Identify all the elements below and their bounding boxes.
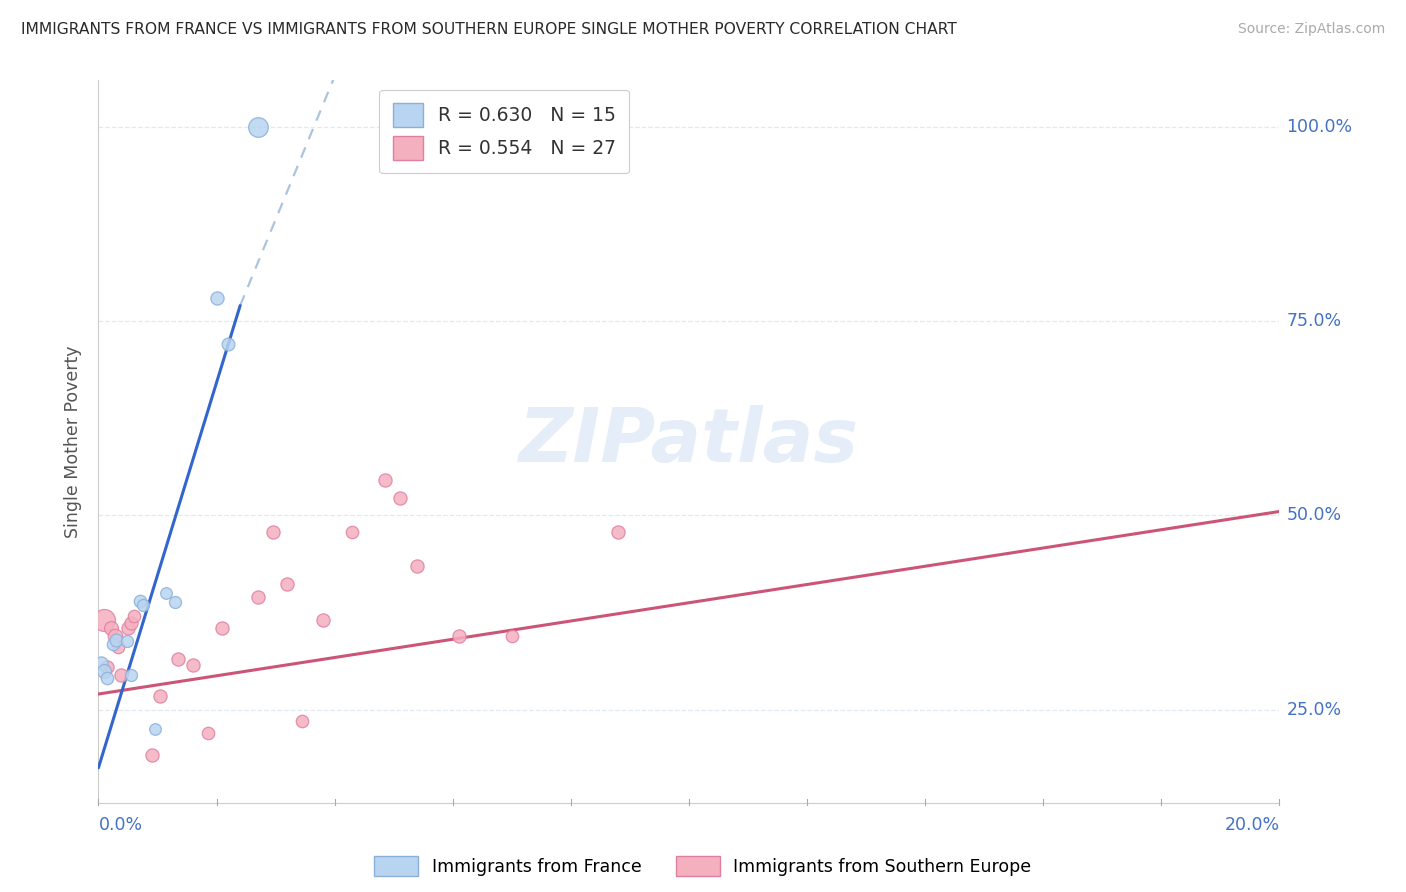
Point bbox=[246, 120, 269, 134]
Point bbox=[165, 595, 187, 609]
Point bbox=[120, 667, 142, 681]
Text: 20.0%: 20.0% bbox=[1225, 816, 1279, 834]
Point bbox=[90, 656, 112, 670]
Point bbox=[262, 525, 284, 540]
Point bbox=[93, 613, 115, 627]
Point bbox=[115, 634, 138, 648]
Point bbox=[132, 598, 155, 612]
Text: IMMIGRANTS FROM FRANCE VS IMMIGRANTS FROM SOUTHERN EUROPE SINGLE MOTHER POVERTY : IMMIGRANTS FROM FRANCE VS IMMIGRANTS FRO… bbox=[21, 22, 957, 37]
Point bbox=[607, 525, 630, 540]
Point bbox=[149, 689, 172, 703]
Point bbox=[128, 594, 150, 608]
Point bbox=[406, 558, 429, 573]
Point bbox=[246, 590, 269, 604]
Point bbox=[105, 632, 128, 647]
Text: 75.0%: 75.0% bbox=[1286, 312, 1341, 330]
Legend: R = 0.630   N = 15, R = 0.554   N = 27: R = 0.630 N = 15, R = 0.554 N = 27 bbox=[380, 90, 628, 173]
Point bbox=[342, 525, 364, 540]
Point bbox=[501, 629, 523, 643]
Point bbox=[197, 726, 219, 740]
Point bbox=[120, 615, 142, 630]
Point bbox=[374, 474, 396, 488]
Point bbox=[276, 576, 298, 591]
Point bbox=[117, 621, 139, 635]
Point bbox=[107, 640, 129, 655]
Point bbox=[291, 714, 314, 729]
Point bbox=[211, 621, 233, 635]
Point bbox=[388, 491, 411, 506]
Point bbox=[155, 586, 177, 600]
Text: 0.0%: 0.0% bbox=[98, 816, 142, 834]
Point bbox=[141, 747, 163, 762]
Y-axis label: Single Mother Poverty: Single Mother Poverty bbox=[63, 345, 82, 538]
Legend: Immigrants from France, Immigrants from Southern Europe: Immigrants from France, Immigrants from … bbox=[367, 849, 1039, 883]
Point bbox=[143, 722, 166, 736]
Point bbox=[181, 657, 204, 672]
Point bbox=[96, 672, 118, 686]
Text: 50.0%: 50.0% bbox=[1286, 507, 1341, 524]
Point bbox=[110, 667, 132, 681]
Point bbox=[217, 337, 239, 351]
Point bbox=[447, 629, 470, 643]
Text: ZIPatlas: ZIPatlas bbox=[519, 405, 859, 478]
Point bbox=[103, 636, 125, 650]
Point bbox=[205, 291, 228, 305]
Point bbox=[104, 629, 127, 643]
Text: 100.0%: 100.0% bbox=[1286, 118, 1353, 136]
Point bbox=[167, 652, 190, 666]
Point bbox=[100, 621, 122, 635]
Point bbox=[96, 660, 118, 674]
Point bbox=[122, 609, 145, 624]
Text: 25.0%: 25.0% bbox=[1286, 700, 1341, 719]
Point bbox=[93, 664, 115, 678]
Text: Source: ZipAtlas.com: Source: ZipAtlas.com bbox=[1237, 22, 1385, 37]
Point bbox=[312, 613, 335, 627]
